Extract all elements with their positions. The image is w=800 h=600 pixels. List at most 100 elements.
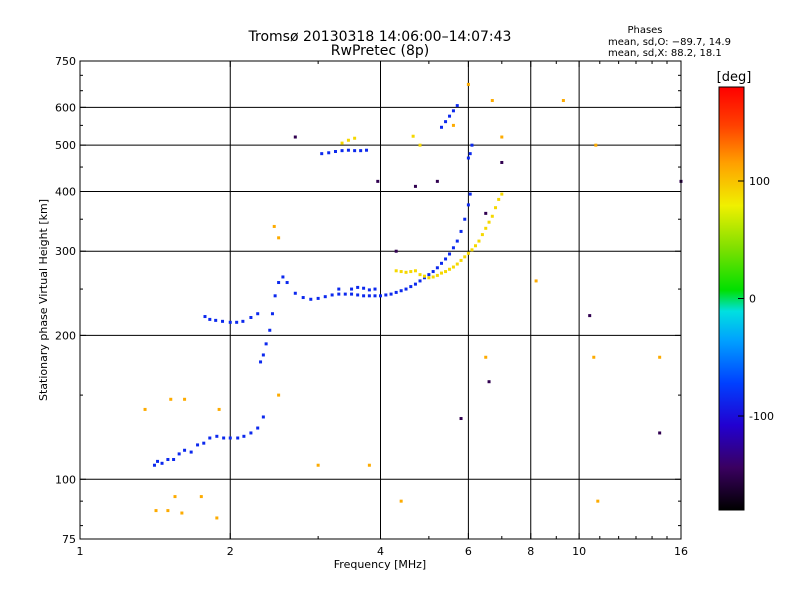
scattered-echoes-point — [183, 397, 187, 401]
blue-o-trace-point — [444, 120, 448, 124]
y-tick-label: 300 — [55, 245, 76, 258]
blue-o-trace-point — [183, 448, 187, 452]
dark-echoes-point — [394, 249, 398, 253]
blue-o-trace-point — [301, 296, 305, 300]
blue-o-trace-point — [455, 239, 459, 243]
blue-o-trace-point — [350, 292, 354, 296]
blue-o-trace-point — [264, 342, 268, 346]
y-axis-label: Stationary phase Virtual Height [km] — [37, 199, 50, 401]
x-tick-label: 1 — [77, 545, 84, 558]
scattered-echoes-point — [451, 123, 455, 127]
blue-o-trace-point — [156, 459, 160, 463]
x-tick-label: 16 — [674, 545, 688, 558]
blue-o-trace-point — [249, 431, 253, 435]
blue-o-trace-point — [152, 463, 156, 467]
blue-o-trace-point — [394, 290, 398, 294]
yellow-x-trace-point — [487, 220, 491, 224]
blue-o-trace-point — [340, 149, 344, 153]
chart-title: Tromsø 20130318 14:06:00–14:07:43 — [248, 29, 512, 45]
blue-o-trace-point — [356, 285, 360, 289]
stats-heading: Phases — [627, 25, 662, 36]
blue-o-trace-point — [468, 192, 472, 196]
blue-o-trace-point — [365, 148, 369, 152]
blue-o-trace-point — [166, 457, 170, 461]
x-axis: 1 2 4 6 8 10 16 — [77, 61, 688, 558]
scattered-echoes-point — [466, 82, 470, 86]
blue-o-trace-point — [222, 436, 226, 440]
blue-o-trace-point — [404, 287, 408, 291]
blue-o-trace-point — [367, 294, 371, 298]
scattered-echoes-point — [272, 224, 276, 228]
y-tick-label: 400 — [55, 185, 76, 198]
blue-o-trace-point — [373, 294, 377, 298]
dark-echoes-point — [376, 179, 380, 183]
data-points — [143, 82, 683, 520]
stats-x-line: mean, sd,X: 88.2, 18.1 — [608, 48, 722, 59]
yellow-x-trace-point — [451, 265, 455, 269]
colorbar-label: [deg] — [717, 70, 752, 85]
yellow-x-trace-point — [411, 134, 415, 138]
blue-o-trace-point — [261, 415, 265, 419]
phase-stats: Phases mean, sd,O: −89.7, 14.9 mean, sd,… — [608, 25, 731, 59]
blue-o-trace-point — [413, 282, 417, 286]
yellow-x-trace-point — [470, 248, 474, 252]
yellow-x-trace-point — [448, 267, 452, 271]
scattered-echoes-point — [399, 499, 403, 503]
scattered-echoes-point — [154, 509, 158, 513]
scattered-echoes-point — [173, 495, 177, 499]
blue-o-trace-point — [241, 319, 245, 323]
x-tick-label: 6 — [465, 545, 472, 558]
yellow-x-trace-point — [427, 276, 431, 280]
blue-o-trace-point — [228, 320, 232, 324]
blue-o-trace-point — [422, 276, 426, 280]
dark-echoes-point — [459, 417, 463, 421]
blue-o-trace-point — [273, 294, 277, 298]
blue-o-trace-point — [309, 297, 313, 301]
yellow-x-trace-point — [484, 226, 488, 230]
blue-o-trace-point — [160, 461, 164, 465]
blue-o-trace-point — [242, 434, 246, 438]
blue-o-trace-point — [463, 217, 467, 221]
blue-o-trace-point — [359, 149, 363, 153]
blue-o-trace-point — [293, 291, 297, 295]
blue-o-trace-point — [281, 275, 285, 279]
yellow-x-trace-point — [459, 258, 463, 262]
blue-o-trace-point — [362, 286, 366, 290]
scattered-echoes-point — [490, 99, 494, 103]
colorbar-tick-label: -100 — [749, 410, 774, 423]
scattered-echoes-point — [658, 355, 662, 359]
scattered-echoes-point — [316, 463, 320, 467]
yellow-x-trace-point — [409, 270, 413, 274]
scattered-echoes-point — [166, 509, 170, 513]
blue-o-trace-point — [228, 436, 232, 440]
yellow-x-trace-point — [340, 141, 344, 145]
yellow-x-trace-point — [418, 143, 422, 147]
blue-o-trace-point — [189, 450, 193, 454]
scattered-echoes-point — [534, 279, 538, 283]
blue-o-trace-point — [330, 293, 334, 297]
blue-o-trace-point — [468, 152, 472, 156]
dark-echoes-point — [487, 380, 491, 384]
colorbar-tick-label: 100 — [749, 175, 770, 188]
blue-o-trace-point — [259, 360, 263, 364]
x-tick-label: 4 — [377, 545, 384, 558]
blue-o-trace-point — [346, 148, 350, 152]
yellow-x-trace-point — [477, 239, 481, 243]
yellow-x-trace-point — [404, 270, 408, 274]
blue-o-trace-point — [459, 229, 463, 233]
blue-o-trace-point — [440, 261, 444, 265]
x-tick-label: 8 — [527, 545, 534, 558]
blue-o-trace-point — [350, 287, 354, 291]
yellow-x-trace-point — [480, 233, 484, 237]
blue-o-trace-point — [236, 436, 240, 440]
yellow-x-trace-point — [413, 269, 417, 273]
scattered-echoes-point — [180, 511, 184, 515]
blue-o-trace-point — [337, 292, 341, 296]
dark-echoes-point — [435, 179, 439, 183]
blue-o-trace-point — [373, 287, 377, 291]
x-tick-label: 2 — [227, 545, 234, 558]
blue-o-trace-point — [399, 289, 403, 293]
y-tick-label: 100 — [55, 473, 76, 486]
blue-o-trace-point — [316, 296, 320, 300]
blue-o-trace-point — [440, 125, 444, 129]
